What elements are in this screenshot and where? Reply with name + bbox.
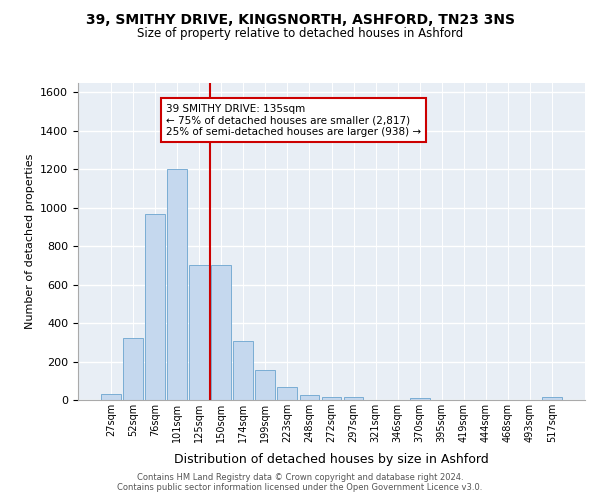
Bar bbox=[211, 266, 231, 400]
Bar bbox=[256, 370, 275, 400]
Bar bbox=[233, 342, 253, 400]
Bar bbox=[277, 386, 298, 400]
Bar bbox=[344, 397, 364, 400]
Bar bbox=[123, 338, 143, 400]
Bar bbox=[410, 398, 430, 400]
Text: Size of property relative to detached houses in Ashford: Size of property relative to detached ho… bbox=[137, 28, 463, 40]
Bar bbox=[145, 214, 165, 400]
Y-axis label: Number of detached properties: Number of detached properties bbox=[25, 154, 35, 329]
Text: 39 SMITHY DRIVE: 135sqm
← 75% of detached houses are smaller (2,817)
25% of semi: 39 SMITHY DRIVE: 135sqm ← 75% of detache… bbox=[166, 104, 421, 137]
Text: 39, SMITHY DRIVE, KINGSNORTH, ASHFORD, TN23 3NS: 39, SMITHY DRIVE, KINGSNORTH, ASHFORD, T… bbox=[86, 12, 515, 26]
Bar bbox=[101, 394, 121, 400]
Bar bbox=[189, 266, 209, 400]
Bar bbox=[542, 398, 562, 400]
X-axis label: Distribution of detached houses by size in Ashford: Distribution of detached houses by size … bbox=[174, 454, 489, 466]
Bar bbox=[322, 396, 341, 400]
Text: Contains HM Land Registry data © Crown copyright and database right 2024.
Contai: Contains HM Land Registry data © Crown c… bbox=[118, 473, 482, 492]
Bar bbox=[167, 169, 187, 400]
Bar bbox=[299, 394, 319, 400]
